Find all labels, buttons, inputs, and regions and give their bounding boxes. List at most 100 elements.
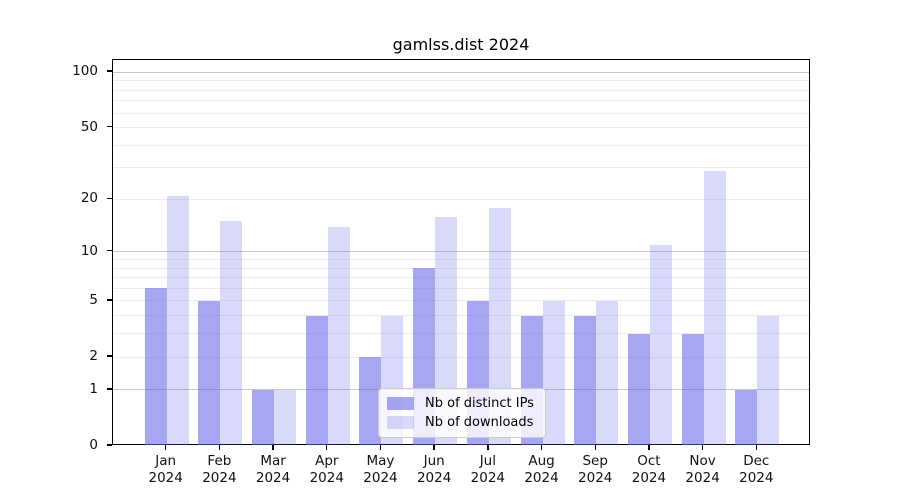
x-tick-month: Dec <box>743 453 770 469</box>
x-tick-month: Jan <box>155 453 177 469</box>
bar-apr-distinct-ips <box>305 315 328 445</box>
x-tick-label: Dec 2024 <box>724 453 788 486</box>
legend-swatch-distinct-ips <box>387 397 414 410</box>
x-tick-year: 2024 <box>416 469 452 486</box>
bar-feb-downloads <box>220 221 243 445</box>
gridline-minor <box>113 198 809 200</box>
y-tick-mark <box>107 250 112 252</box>
gridline-minor <box>113 127 809 129</box>
legend: Nb of distinct IPs Nb of downloads <box>378 388 546 438</box>
x-tick-label: Oct 2024 <box>617 453 681 486</box>
y-tick-label: 20 <box>80 190 98 207</box>
bar-apr-downloads <box>327 226 350 445</box>
x-tick-mark <box>326 445 328 450</box>
y-tick-label: 5 <box>89 291 98 308</box>
bar-oct-distinct-ips <box>627 333 650 445</box>
x-tick-mark <box>218 445 221 450</box>
gridline-minor <box>113 112 809 114</box>
y-tick-label: 2 <box>89 348 98 365</box>
y-tick-mark <box>107 355 112 357</box>
bar-dec-downloads <box>757 315 780 445</box>
x-tick-mark <box>648 445 650 450</box>
bar-dec-distinct-ips <box>735 389 758 445</box>
bars-layer <box>113 60 809 445</box>
y-tick-label: 0 <box>89 437 98 453</box>
gridline-minor <box>113 315 809 317</box>
bar-jun-downloads <box>435 216 458 445</box>
x-tick-year: 2024 <box>363 469 398 486</box>
x-tick-year: 2024 <box>202 469 237 486</box>
x-tick-year: 2024 <box>685 469 720 486</box>
bar-sep-distinct-ips <box>574 315 597 445</box>
bar-jan-downloads <box>166 195 189 445</box>
y-tick-label: 50 <box>80 118 98 135</box>
x-tick-label: Aug 2024 <box>510 453 574 486</box>
bar-may-distinct-ips <box>359 357 382 445</box>
gridline-major <box>113 251 809 253</box>
x-tick-month: Aug <box>528 453 555 469</box>
bar-aug-downloads <box>542 300 565 445</box>
x-tick-year: 2024 <box>148 469 183 486</box>
gridline-minor <box>113 80 809 82</box>
x-tick-year: 2024 <box>255 469 291 486</box>
bar-jul-downloads <box>488 207 511 445</box>
x-tick-month: Feb <box>207 453 232 469</box>
x-tick-mark <box>594 445 596 450</box>
gridline-minor <box>113 167 809 169</box>
bar-nov-downloads <box>703 170 726 445</box>
gridline-minor <box>113 333 809 335</box>
x-tick-month: May <box>366 453 395 469</box>
gridline-major <box>113 71 809 73</box>
y-tick-label: 1 <box>89 380 98 397</box>
x-tick-mark <box>540 445 543 450</box>
gridline-minor <box>113 100 809 102</box>
x-tick-year: 2024 <box>631 469 667 486</box>
gridline-minor <box>113 287 809 289</box>
x-tick-month: Oct <box>637 453 661 469</box>
x-tick-year: 2024 <box>309 469 344 486</box>
x-tick-label: Jul 2024 <box>456 453 520 486</box>
y-tick-mark <box>107 388 112 390</box>
y-tick-mark <box>107 125 112 128</box>
x-tick-month: Jun <box>423 453 445 469</box>
x-tick-mark <box>701 445 704 450</box>
x-tick-month: Apr <box>315 453 339 469</box>
chart-title: gamlss.dist 2024 <box>392 35 530 54</box>
y-tick-mark <box>107 197 112 200</box>
y-tick-mark <box>107 299 112 301</box>
bar-sep-downloads <box>596 300 619 445</box>
x-tick-year: 2024 <box>470 469 506 486</box>
y-tick-mark <box>107 444 112 446</box>
gridline-minor <box>113 356 809 358</box>
x-tick-mark <box>487 445 489 450</box>
x-tick-year: 2024 <box>524 469 559 486</box>
x-tick-mark <box>164 445 167 450</box>
x-tick-month: Mar <box>260 453 286 469</box>
x-tick-mark <box>755 445 757 450</box>
bar-jan-distinct-ips <box>144 288 167 445</box>
bar-mar-distinct-ips <box>252 389 275 445</box>
legend-swatch-downloads <box>387 416 414 429</box>
x-tick-year: 2024 <box>739 469 774 486</box>
x-tick-label: Feb 2024 <box>187 453 251 486</box>
x-tick-label: Mar 2024 <box>241 453 305 486</box>
x-tick-month: Sep <box>582 453 608 469</box>
bar-mar-downloads <box>274 389 297 445</box>
gridline-minor <box>113 300 809 302</box>
x-tick-label: Jun 2024 <box>402 453 466 486</box>
x-tick-label: Jan 2024 <box>134 453 198 486</box>
y-tick-label: 10 <box>80 242 98 259</box>
gridline-minor <box>113 89 809 91</box>
legend-entry-distinct-ips: Nb of distinct IPs <box>387 395 539 412</box>
x-tick-label: May 2024 <box>348 453 412 486</box>
y-tick-mark <box>107 70 112 72</box>
x-tick-label: Nov 2024 <box>671 453 735 486</box>
x-tick-label: Apr 2024 <box>295 453 359 486</box>
plot-area: Nb of distinct IPs Nb of downloads <box>112 59 810 445</box>
bar-feb-distinct-ips <box>198 300 221 445</box>
x-tick-mark <box>272 445 274 450</box>
x-tick-mark <box>379 445 382 450</box>
x-tick-label: Sep 2024 <box>563 453 627 486</box>
legend-label-distinct-ips: Nb of distinct IPs <box>425 396 534 411</box>
